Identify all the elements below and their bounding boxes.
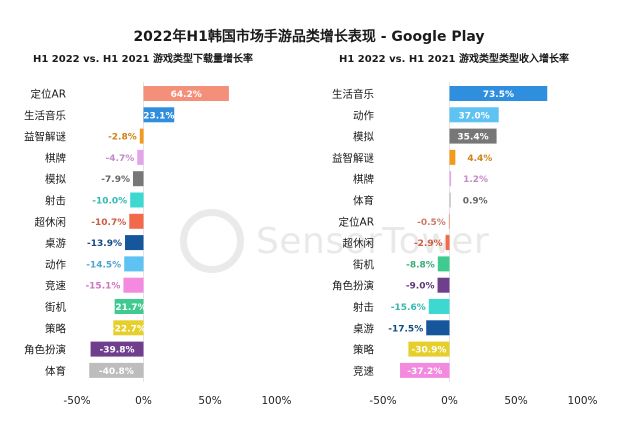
category-label: 街机 [353,258,374,271]
bar-竞速 [400,362,450,378]
category-label: 角色扮演 [24,343,66,356]
figure-title: 2022年H1韩国市场手游品类增长表现 - Google Play [133,29,485,45]
bar-竞速 [123,277,144,293]
category-label: 桌游 [45,237,66,250]
bar-体育 [89,362,144,378]
value-label: 23.1% [143,111,174,121]
category-label: 棋牌 [45,151,66,164]
bar-生活音乐 [449,86,548,101]
category-label: 桌游 [353,322,374,335]
category-label: 射击 [353,301,374,314]
category-label: 模拟 [45,173,66,186]
category-label: 超休闲 [35,215,67,228]
category-label: 棋牌 [353,173,374,186]
bar-体育 [449,192,451,208]
bar-益智解谜 [139,128,144,144]
bar-街机 [114,299,144,314]
x-tick-label: 100% [567,395,597,407]
bar-射击 [130,192,144,208]
bar-棋牌 [449,171,452,187]
bar-生活音乐 [143,107,175,123]
value-label: -2.8% [108,133,137,143]
value-label: 73.5% [483,90,514,100]
bar-模拟 [132,171,144,187]
value-label: 0.9% [463,197,488,207]
value-label: 35.4% [457,133,488,143]
value-label: 4.4% [467,154,492,164]
category-label: 动作 [45,259,66,271]
x-tick-label: 0% [441,395,458,407]
value-label: -15.6% [391,303,426,313]
category-label: 策略 [353,343,374,356]
category-label: 超休闲 [343,237,375,250]
bar-策略 [113,320,144,336]
value-label: -13.9% [87,239,122,249]
value-label: -8.8% [406,260,435,270]
value-label: 37.0% [458,111,489,121]
x-tick-label: 50% [504,395,527,407]
category-label: 动作 [353,110,374,122]
bar-棋牌 [137,149,144,165]
category-label: 角色扮演 [332,279,374,292]
chart-1-title: H1 2022 vs. H1 2021 游戏类型下载量增长率 [33,52,253,65]
value-label: -37.2% [407,367,442,377]
chart-2-title: H1 2022 vs. H1 2021 游戏类型类型收入增长率 [339,52,569,65]
category-label: 体育 [353,194,374,207]
bar-桌游 [125,235,144,251]
value-label: -0.5% [417,218,446,228]
value-label: -21.7% [112,303,147,313]
bar-角色扮演 [437,277,450,293]
category-label: 射击 [45,194,66,207]
bar-桌游 [426,320,450,336]
bar-超休闲 [445,235,450,251]
bar-射击 [428,299,450,314]
category-label: 模拟 [353,130,374,143]
bar-街机 [437,256,450,272]
bar-策略 [408,341,450,357]
category-label: 益智解谜 [332,151,374,164]
category-label: 定位AR [31,88,66,101]
value-label: -17.5% [388,324,423,334]
value-label: -7.9% [101,175,130,185]
bar-定位AR [143,86,229,101]
value-label: -14.5% [86,260,121,270]
x-tick-label: 50% [198,395,221,407]
category-label: 竞速 [45,279,66,292]
x-tick-label: -50% [369,395,396,407]
category-label: 策略 [45,322,66,335]
value-label: -39.8% [100,346,135,356]
bar-角色扮演 [90,341,144,357]
category-label: 益智解谜 [24,130,66,143]
value-label: -10.0% [92,197,127,207]
value-label: -10.7% [91,218,126,228]
category-label: 生活音乐 [24,109,66,122]
x-tick-label: -50% [63,395,90,407]
bar-超休闲 [129,213,144,229]
bar-动作 [449,107,499,123]
value-label: -15.1% [85,282,120,292]
category-label: 定位AR [339,215,374,228]
value-label: -4.7% [106,154,135,164]
bar-动作 [124,256,144,272]
bar-模拟 [449,128,497,144]
value-label: -9.0% [406,282,435,292]
value-label: -22.7% [111,324,146,334]
bar-定位AR [448,213,450,229]
x-tick-label: 0% [135,395,152,407]
value-label: -40.8% [99,367,134,377]
category-label: 生活音乐 [332,88,374,101]
x-tick-label: 100% [261,395,291,407]
value-label: -2.9% [414,239,443,249]
category-label: 体育 [45,364,66,377]
category-label: 街机 [45,301,66,314]
value-label: -30.9% [411,346,446,356]
value-label: 1.2% [463,175,488,185]
value-label: 64.2% [171,90,202,100]
bar-益智解谜 [449,149,456,165]
category-label: 竞速 [353,364,374,377]
